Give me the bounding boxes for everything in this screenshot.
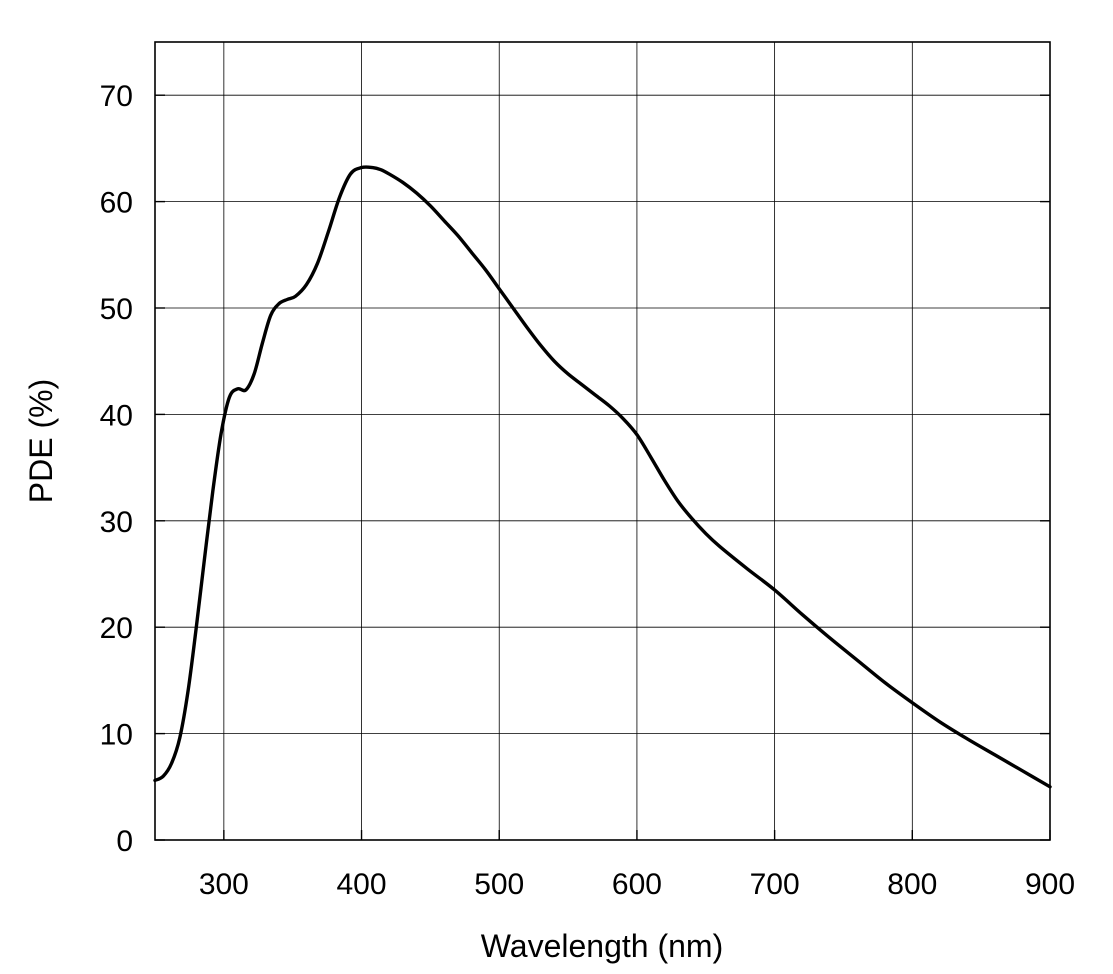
plot-frame xyxy=(154,41,1051,841)
x-axis-title: Wavelength (nm) xyxy=(481,928,723,964)
y-tick-label-50: 50 xyxy=(100,293,133,326)
y-tick-labels: 0 10 20 30 40 50 60 70 xyxy=(100,80,133,858)
y-tick-label-30: 30 xyxy=(100,506,133,539)
y-tick-label-60: 60 xyxy=(100,187,133,220)
y-axis-title: PDE (%) xyxy=(23,379,59,503)
grid-lines-y xyxy=(155,94,1050,734)
pde-curve xyxy=(153,165,1052,789)
x-tick-label-300: 300 xyxy=(199,868,249,901)
x-tick-labels: 300 400 500 600 700 800 900 xyxy=(199,868,1075,901)
y-tick-label-40: 40 xyxy=(100,399,133,432)
x-tick-label-400: 400 xyxy=(337,868,387,901)
x-tick-label-600: 600 xyxy=(612,868,662,901)
x-tick-label-700: 700 xyxy=(750,868,800,901)
y-tick-label-10: 10 xyxy=(100,719,133,752)
x-tick-label-800: 800 xyxy=(887,868,937,901)
y-tick-label-70: 70 xyxy=(100,80,133,113)
x-tick-label-500: 500 xyxy=(474,868,524,901)
grid-lines-x xyxy=(223,42,913,840)
x-tick-label-900: 900 xyxy=(1025,868,1075,901)
y-tick-label-0: 0 xyxy=(116,825,133,858)
y-tick-label-20: 20 xyxy=(100,612,133,645)
tick-marks xyxy=(155,94,1051,841)
